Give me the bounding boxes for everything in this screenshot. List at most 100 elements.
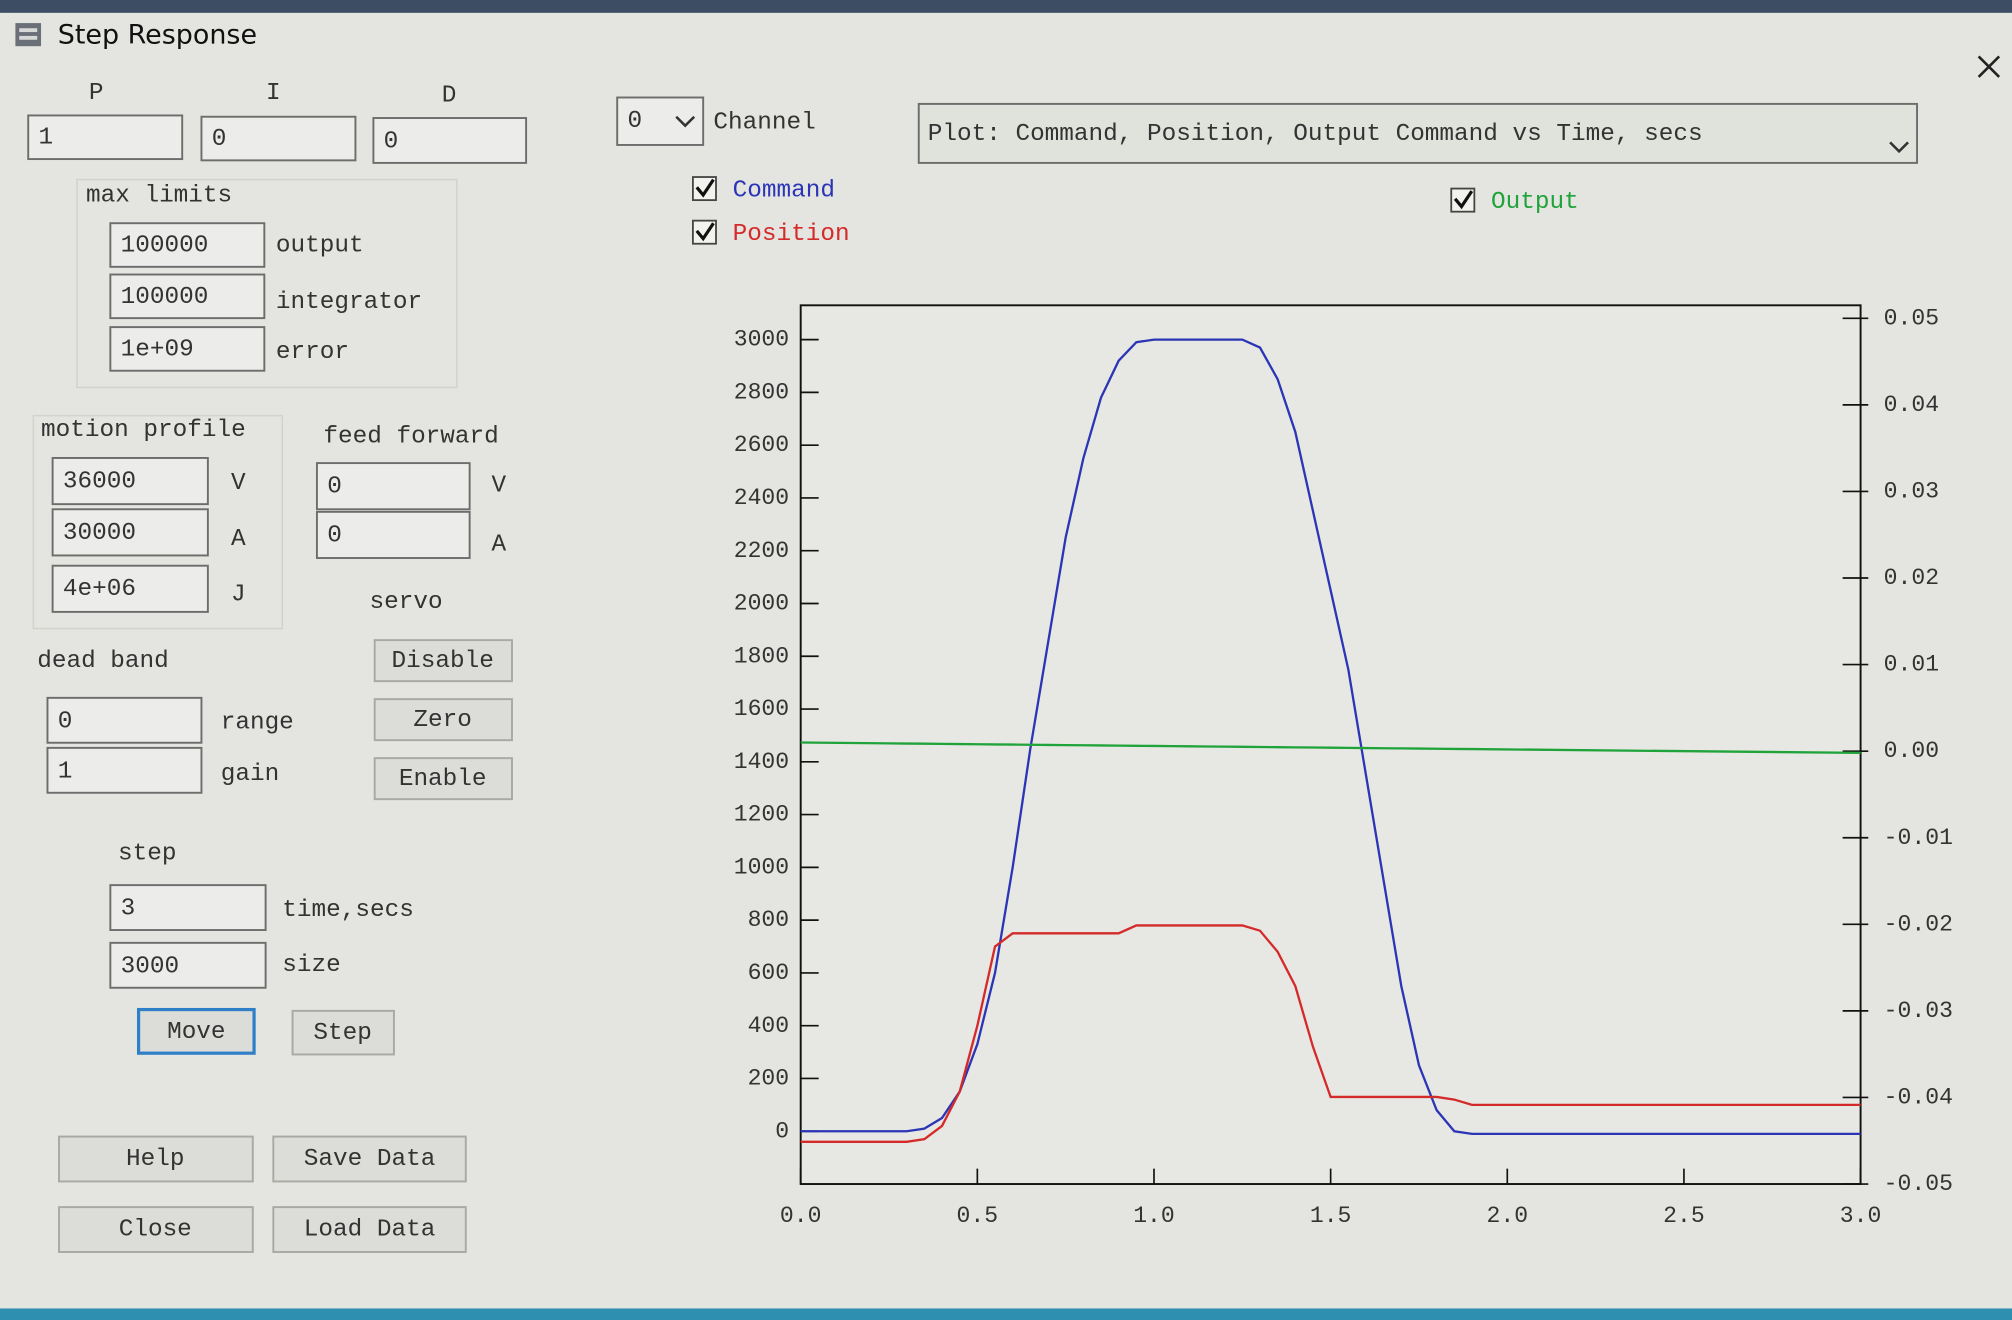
button[interactable]: Enable [373,757,513,801]
input-value: 36000 [63,468,136,495]
field-label: integrator [276,289,422,316]
group-title: dead band [37,648,169,675]
checkmark [1453,190,1474,210]
input-value: 100000 [121,232,209,259]
y-tick-label: 2800 [734,379,789,405]
button-label: Move [167,1019,225,1046]
field-label: A [491,531,506,558]
field-label: size [282,952,340,979]
group-title: feed forward [323,424,498,451]
button-label: Close [119,1216,192,1243]
taskbar-edge [0,1308,2012,1320]
plot-dropdown[interactable]: Plot: Command, Position, Output Command … [917,102,1919,164]
text-input[interactable]: 36000 [51,456,209,506]
button[interactable]: Save Data [272,1135,467,1183]
text-input[interactable]: 100000 [109,222,266,268]
button-label: Save Data [304,1146,436,1173]
y2-tick-label: 0.00 [1884,738,1939,764]
text-input[interactable]: 4e+06 [51,564,209,613]
text-input[interactable]: 1e+09 [109,326,266,372]
button-label: Disable [392,648,494,675]
button[interactable]: Move [136,1007,256,1055]
dropdown-value: Plot: Command, Position, Output Command … [928,121,1703,148]
text-input[interactable]: 1 [46,746,203,794]
button-label: Load Data [304,1216,436,1243]
y-tick-label: 1600 [734,696,789,722]
text-input[interactable]: 0 [372,117,528,164]
input-value: 4e+06 [63,576,136,603]
input-value: 30000 [63,520,136,547]
y2-tick-label: -0.02 [1884,911,1953,937]
x-tick-label: 1.5 [1310,1203,1352,1229]
input-value: 100000 [121,284,209,311]
text-input[interactable]: 100000 [109,273,266,320]
checkmark [695,222,715,242]
text-input[interactable]: 3 [109,884,267,931]
series-line [800,338,1861,1136]
input-value: 3 [121,896,136,923]
x-tick-label: 0.5 [957,1203,999,1229]
input-value: 0 [384,129,399,156]
group-title: motion profile [41,417,246,444]
series-line [800,924,1861,1143]
field-label: J [231,581,246,608]
field-label: output [276,232,364,259]
field-label: V [491,472,506,499]
group-box [76,178,458,389]
text-input[interactable]: 0 [200,115,357,162]
field-label: D [442,82,457,109]
y2-tick-label: -0.04 [1884,1085,1953,1111]
text-input[interactable]: 1 [27,114,184,161]
input-value: 1e+09 [121,336,194,363]
field-label: time,secs [282,897,414,924]
field-label: A [231,526,246,553]
text-input[interactable]: 0 [46,696,203,744]
group-box [32,414,284,630]
y2-tick-label: 0.02 [1884,565,1939,591]
field-label: gain [221,761,279,788]
y2-tick-label: -0.01 [1884,825,1953,851]
y2-tick-label: 0.04 [1884,392,1939,418]
y-tick-label: 0 [775,1118,789,1144]
x-tick-label: 0.0 [780,1203,822,1229]
y-tick-label: 600 [748,960,790,986]
y2-tick-label: 0.01 [1884,652,1939,678]
text-input[interactable]: 0 [315,462,471,511]
y2-tick-label: 0.03 [1884,479,1939,505]
legend-label: Position [733,221,850,248]
field-label: error [276,339,349,366]
field-label: P [89,80,104,107]
group-title: step [118,841,176,868]
field-label: I [266,80,281,107]
y2-tick-label: 0.05 [1884,305,1939,331]
checkmark [695,178,715,198]
series-line [800,741,1861,755]
button-label: Help [126,1146,184,1173]
button[interactable]: Load Data [272,1206,467,1253]
button[interactable]: Help [58,1135,254,1183]
input-value: 3000 [121,953,179,980]
channel-dropdown[interactable]: 0 [616,96,705,146]
text-input[interactable]: 3000 [109,941,267,989]
button-label: Zero [413,707,471,734]
button[interactable]: Step [291,1009,395,1056]
x-tick-label: 3.0 [1840,1203,1882,1229]
y-tick-label: 2000 [734,591,789,617]
button[interactable]: Close [58,1206,254,1253]
text-input[interactable]: 0 [315,510,471,559]
close-window[interactable] [1977,55,2001,78]
legend-label: Output [1491,189,1579,216]
input-value: 1 [58,758,73,785]
y-tick-label: 200 [748,1066,790,1092]
y-tick-label: 1200 [734,802,789,828]
button[interactable]: Disable [373,639,513,683]
button[interactable]: Zero [373,698,513,742]
y2-tick-label: -0.05 [1884,1171,1953,1197]
field-label: Channel [713,109,815,136]
button-label: Enable [399,766,487,793]
input-value: 1 [38,125,53,152]
y-tick-label: 1000 [734,854,789,880]
text-input[interactable]: 30000 [51,508,209,557]
